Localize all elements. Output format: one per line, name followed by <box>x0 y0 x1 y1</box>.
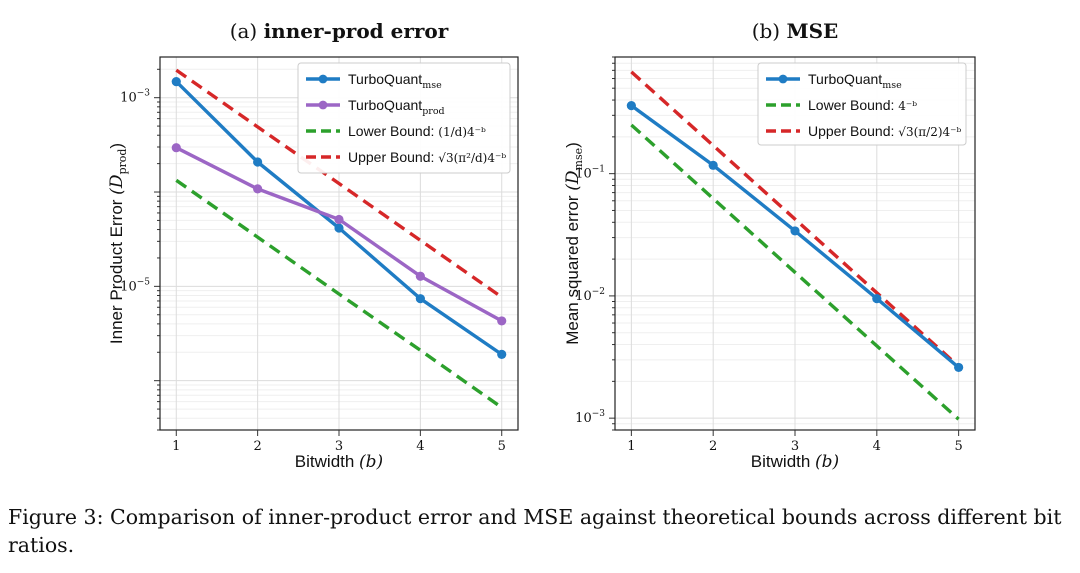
legend-box <box>297 62 511 174</box>
legend-entry-formula: (1/d)4⁻ᵇ <box>438 125 486 139</box>
legend-entry: TurboQuantprod <box>348 97 445 117</box>
chart-title: (b) MSE <box>752 19 839 43</box>
x-tick-label: 1 <box>627 439 635 454</box>
legend-entry-name: Upper Bound: <box>808 123 898 139</box>
chart-title: (a) inner-prod error <box>230 19 449 43</box>
y-tick-exponent: −5 <box>137 277 151 287</box>
x-tick-label: 4 <box>873 439 881 454</box>
y-tick-label: 10−1 <box>575 165 605 182</box>
y-tick-exponent: −2 <box>592 287 605 297</box>
legend-entry-sub: mse <box>882 80 902 91</box>
data-point <box>253 184 263 194</box>
y-axis-label-text: Inner Product Error <box>107 195 126 344</box>
data-point <box>171 77 181 87</box>
data-point <box>497 316 507 326</box>
y-tick-base: 10 <box>120 91 137 106</box>
y-axis-label-text: Mean squared error <box>563 191 582 345</box>
y-tick-label: 10−2 <box>575 287 605 304</box>
figure-canvas: 1 2 3 4 510−310−5(a) inner-prod errorBitwidt… <box>107 19 976 470</box>
legend-entry-name: Lower Bound: <box>808 97 898 113</box>
y-axis-label-close: ) <box>563 142 582 148</box>
series-line-upper-bound- <box>175 68 503 299</box>
legend-entry: Lower Bound: 4⁻ᵇ <box>808 97 917 113</box>
x-tick-label: 5 <box>954 439 962 454</box>
y-tick-exponent: −1 <box>592 165 605 175</box>
legend-entry-formula: 4⁻ᵇ <box>898 99 917 113</box>
data-point <box>171 143 181 153</box>
x-tick-label: 3 <box>791 439 799 454</box>
data-point <box>708 160 718 170</box>
legend-entry-formula: √3(π²/d)4⁻ᵇ <box>438 151 506 165</box>
x-tick-label: 1 <box>172 439 180 454</box>
data-point <box>334 214 344 225</box>
chart-panel-a: 1 2 3 4 510−310−5(a) inner-prod errorBitwidt… <box>107 19 519 470</box>
y-tick-exponent: −3 <box>137 89 151 99</box>
y-tick-base: 10 <box>120 279 137 294</box>
data-point <box>253 157 263 167</box>
y-tick-base: 10 <box>575 167 592 182</box>
data-point <box>790 226 800 236</box>
legend-entry: Upper Bound: √3(π/2)4⁻ᵇ <box>808 123 961 139</box>
x-tick-label: 5 <box>498 439 506 454</box>
y-axis-label-close: ) <box>107 143 126 149</box>
y-axis-label: Mean squared error (Dmse) <box>563 142 585 345</box>
legend-entry-formula: √3(π/2)4⁻ᵇ <box>898 125 961 139</box>
legend-entry: TurboQuantmse <box>808 71 902 91</box>
chart-title-text: inner-prod error <box>264 19 449 43</box>
y-tick-base: 10 <box>575 289 592 304</box>
x-axis-label-var: (b) <box>359 452 383 470</box>
legend-entry-name: TurboQuant <box>348 71 422 87</box>
data-point <box>334 223 344 233</box>
x-tick-label: 2 <box>709 439 717 454</box>
figure-caption: Figure 3: Comparison of inner-product er… <box>8 505 1062 557</box>
data-point <box>497 349 507 359</box>
legend-entry-name: Upper Bound: <box>348 149 438 165</box>
data-point <box>954 362 964 373</box>
legend-entry: TurboQuantmse <box>348 71 442 91</box>
y-tick-label: 10−3 <box>120 89 150 106</box>
series-line-lower-bound- <box>175 178 503 409</box>
chart-panel-label: (b) <box>752 19 787 43</box>
x-tick-label: 4 <box>416 439 424 454</box>
chart-panel-label: (a) <box>230 19 264 43</box>
gridlines <box>160 57 518 431</box>
y-axis-label-var: (D <box>107 174 127 195</box>
chart-title-text: MSE <box>786 19 838 43</box>
legend-entry: Upper Bound: √3(π²/d)4⁻ᵇ <box>348 149 506 165</box>
y-axis-label-var: (D <box>563 170 583 191</box>
y-axis-label-sub: prod <box>116 149 129 175</box>
y-tick-base: 10 <box>575 411 592 426</box>
y-tick-label: 10−5 <box>120 277 150 294</box>
legend-marker <box>318 74 328 84</box>
data-point <box>415 271 425 281</box>
series-line-lower-bound- <box>630 123 960 421</box>
x-axis-label: Bitwidth (b) <box>751 452 839 470</box>
legend-entry-sub: mse <box>422 80 442 91</box>
legend-entry-sub: prod <box>422 106 444 117</box>
x-tick-label: 2 <box>253 439 261 454</box>
data-point <box>415 294 425 304</box>
y-tick-exponent: −3 <box>592 409 606 419</box>
legend-entry-name: TurboQuant <box>348 97 422 113</box>
x-tick-label: 3 <box>335 439 343 454</box>
y-tick-label: 10−3 <box>575 409 605 426</box>
y-axis-label: Inner Product Error (Dprod) <box>107 143 129 344</box>
y-axis-label-sub: mse <box>572 148 585 171</box>
x-axis-label-text: Bitwidth <box>295 452 359 470</box>
legend-entry-name: Lower Bound: <box>348 123 438 139</box>
legend-entry: Lower Bound: (1/d)4⁻ᵇ <box>348 123 486 139</box>
legend-box <box>757 62 967 146</box>
series-line-upper-bound- <box>630 70 960 368</box>
x-axis-label: Bitwidth (b) <box>295 452 383 470</box>
legend-marker <box>778 74 788 84</box>
x-axis-label-var: (b) <box>815 452 839 470</box>
legend-marker <box>318 100 328 110</box>
legend-entry-name: TurboQuant <box>808 71 882 87</box>
data-point <box>872 294 882 304</box>
x-axis-label-text: Bitwidth <box>751 452 815 470</box>
data-point <box>626 101 636 111</box>
